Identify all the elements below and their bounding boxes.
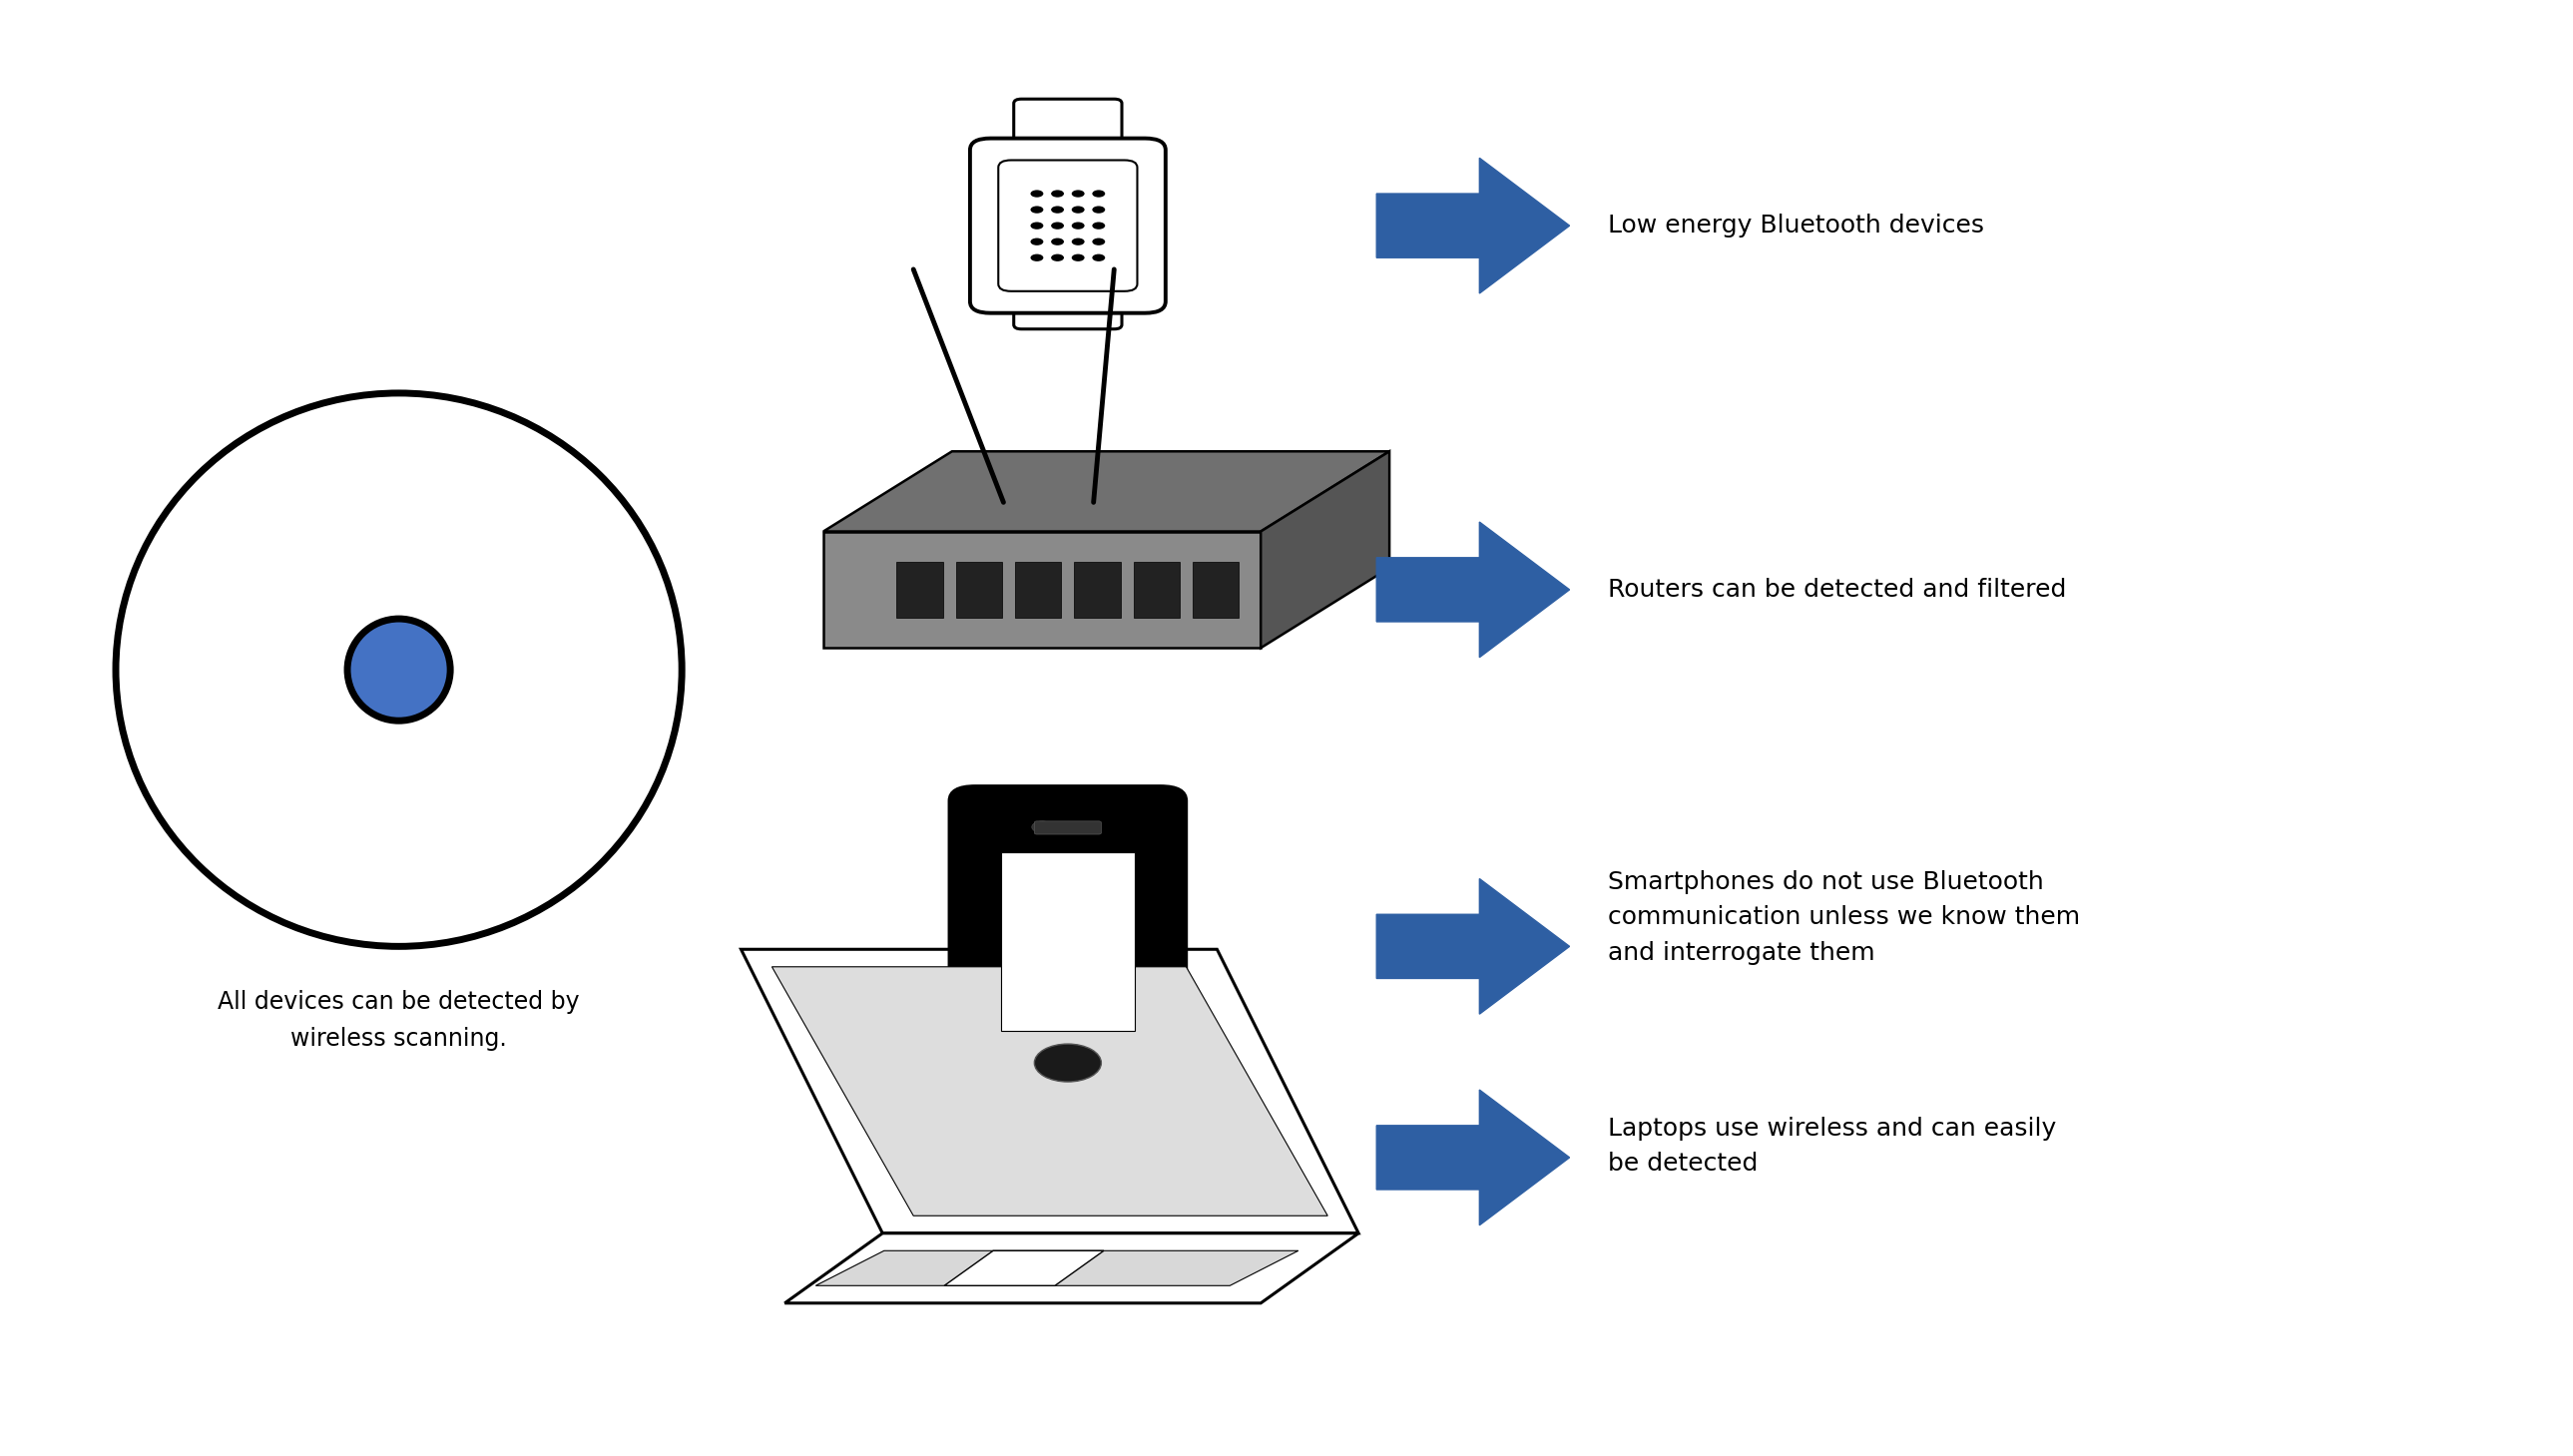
Circle shape bbox=[1034, 1044, 1101, 1082]
Polygon shape bbox=[823, 531, 1261, 648]
Ellipse shape bbox=[296, 569, 502, 770]
FancyBboxPatch shape bbox=[998, 160, 1137, 291]
FancyBboxPatch shape bbox=[970, 138, 1166, 313]
Text: Low energy Bluetooth devices: Low energy Bluetooth devices bbox=[1608, 214, 1984, 237]
Circle shape bbox=[1052, 205, 1065, 213]
Circle shape bbox=[1029, 237, 1045, 245]
FancyBboxPatch shape bbox=[1014, 274, 1122, 329]
FancyBboxPatch shape bbox=[1132, 562, 1181, 617]
Circle shape bbox=[1029, 189, 1045, 197]
FancyBboxPatch shape bbox=[1014, 99, 1122, 154]
FancyBboxPatch shape bbox=[895, 562, 942, 617]
Circle shape bbox=[1052, 237, 1065, 245]
FancyBboxPatch shape bbox=[957, 562, 1003, 617]
Circle shape bbox=[1094, 253, 1106, 262]
FancyBboxPatch shape bbox=[949, 786, 1186, 1107]
FancyBboxPatch shape bbox=[1194, 562, 1240, 617]
Circle shape bbox=[1094, 205, 1106, 213]
Polygon shape bbox=[823, 451, 1389, 531]
Polygon shape bbox=[1261, 451, 1389, 648]
Circle shape bbox=[1073, 221, 1086, 229]
Text: All devices can be detected by
wireless scanning.: All devices can be detected by wireless … bbox=[219, 990, 579, 1051]
Circle shape bbox=[1073, 253, 1086, 262]
Circle shape bbox=[1073, 189, 1086, 197]
Polygon shape bbox=[1377, 1089, 1570, 1224]
Ellipse shape bbox=[180, 456, 618, 884]
Ellipse shape bbox=[239, 514, 558, 826]
Polygon shape bbox=[1377, 878, 1570, 1015]
FancyBboxPatch shape bbox=[1034, 821, 1101, 834]
Polygon shape bbox=[772, 967, 1328, 1216]
FancyBboxPatch shape bbox=[1001, 852, 1135, 1031]
Circle shape bbox=[1032, 821, 1052, 833]
Ellipse shape bbox=[116, 393, 682, 946]
FancyBboxPatch shape bbox=[1076, 562, 1122, 617]
Circle shape bbox=[1029, 205, 1045, 213]
Polygon shape bbox=[944, 1251, 1104, 1286]
Circle shape bbox=[1094, 221, 1106, 229]
FancyBboxPatch shape bbox=[1014, 562, 1060, 617]
Text: Routers can be detected and filtered: Routers can be detected and filtered bbox=[1608, 578, 2066, 601]
Circle shape bbox=[1052, 253, 1065, 262]
Text: Smartphones do not use Bluetooth
communication unless we know them
and interroga: Smartphones do not use Bluetooth communi… bbox=[1608, 871, 2082, 964]
Polygon shape bbox=[785, 1233, 1359, 1303]
Polygon shape bbox=[741, 949, 1359, 1233]
Polygon shape bbox=[1377, 157, 1570, 293]
Circle shape bbox=[1052, 221, 1065, 229]
Ellipse shape bbox=[347, 619, 450, 721]
Circle shape bbox=[1073, 205, 1086, 213]
Circle shape bbox=[1094, 237, 1106, 245]
Circle shape bbox=[1052, 189, 1065, 197]
Circle shape bbox=[1094, 189, 1106, 197]
Polygon shape bbox=[816, 1251, 1299, 1286]
Circle shape bbox=[1029, 221, 1045, 229]
Circle shape bbox=[1029, 253, 1045, 262]
Polygon shape bbox=[1377, 521, 1570, 658]
Circle shape bbox=[1073, 237, 1086, 245]
Text: Laptops use wireless and can easily
be detected: Laptops use wireless and can easily be d… bbox=[1608, 1117, 2056, 1175]
